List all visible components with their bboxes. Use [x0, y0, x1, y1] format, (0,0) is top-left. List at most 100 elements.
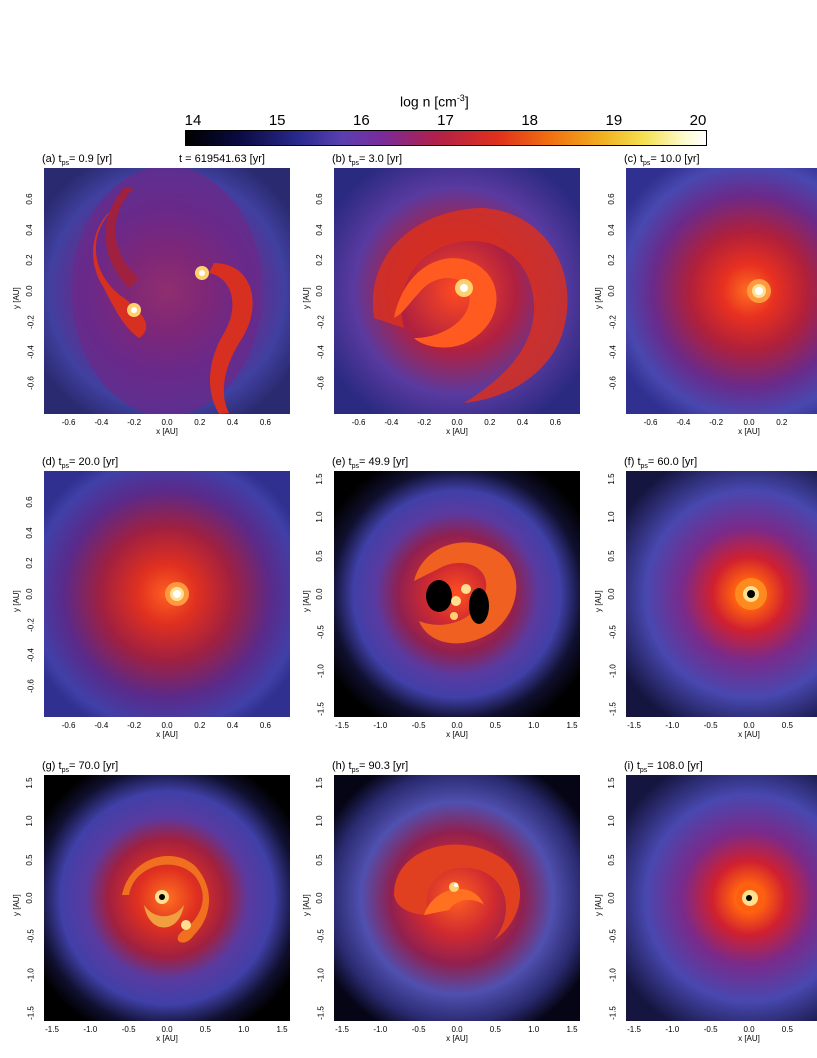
y-tick-label: 0.4	[25, 224, 35, 236]
x-tick-label: -0.6	[643, 418, 658, 427]
x-tick-label: -0.5	[411, 1025, 426, 1034]
density-structures	[736, 884, 764, 912]
x-tick-label: 0.2	[194, 418, 206, 427]
y-tick-label: 0.0	[607, 892, 617, 904]
y-tick-label: 0.0	[25, 588, 35, 600]
x-axis-label: x [AU]	[156, 730, 178, 739]
x-tick-label: 1.5	[276, 1025, 288, 1034]
x-tick-label: 0.0	[451, 418, 463, 427]
density-structures	[122, 856, 209, 943]
density-structures	[72, 168, 262, 414]
x-tick-label: -1.5	[627, 721, 641, 730]
y-tick-label: -0.4	[316, 345, 326, 360]
y-axis-label: y [AU]	[12, 590, 21, 612]
density-map	[44, 775, 290, 1021]
x-tick-label: -1.0	[665, 721, 680, 730]
x-tick-label: 0.6	[259, 721, 271, 730]
x-tick-label: -0.5	[703, 721, 718, 730]
density-map-panel	[44, 471, 290, 717]
y-tick-label: -0.2	[26, 617, 36, 632]
x-tick-label: 0.0	[161, 721, 173, 730]
density-structures	[414, 542, 517, 644]
x-tick-label: 0.5	[781, 1025, 793, 1034]
y-axis-label: y [AU]	[594, 590, 603, 612]
y-tick-label: -0.2	[316, 314, 326, 329]
x-tick-label: -1.0	[665, 1025, 680, 1034]
y-tick-label: 0.4	[607, 224, 617, 236]
density-map-panel	[334, 471, 580, 717]
x-tick-label: 1.0	[528, 1025, 540, 1034]
y-tick-label: -0.4	[608, 345, 618, 360]
y-tick-label: -1.5	[26, 1006, 36, 1020]
x-tick-label: 0.5	[199, 1025, 211, 1034]
panel-title: (c) tps= 10.0 [yr]	[624, 153, 700, 168]
x-tick-label: -0.5	[411, 721, 426, 730]
y-tick-label: -0.6	[608, 376, 618, 390]
x-tick-label: -0.5	[703, 1025, 718, 1034]
y-tick-label: 0.0	[25, 285, 35, 297]
panel-title: (i) tps= 108.0 [yr]	[624, 760, 703, 775]
density-map-panel	[44, 775, 290, 1021]
y-tick-label: 0.2	[25, 557, 35, 569]
x-tick-label: -0.4	[94, 721, 109, 730]
y-tick-label: 1.5	[315, 473, 325, 485]
x-tick-label: 0.0	[451, 721, 463, 730]
x-tick-label: 0.5	[781, 721, 793, 730]
density-map	[626, 775, 817, 1021]
density-map-panel	[626, 471, 817, 717]
x-tick-label: -0.4	[384, 418, 399, 427]
panel-title: (a) tps= 0.9 [yr]	[42, 153, 113, 168]
y-tick-label: -1.0	[26, 967, 36, 982]
x-tick-label: -0.2	[127, 418, 142, 427]
density-field	[626, 775, 817, 1021]
y-tick-label: -0.2	[26, 314, 36, 329]
y-axis-label: y [AU]	[302, 287, 311, 309]
x-tick-label: 0.0	[743, 721, 755, 730]
density-map	[44, 471, 290, 717]
y-tick-label: 0.5	[315, 550, 325, 562]
y-tick-label: 0.6	[315, 193, 325, 205]
x-tick-label: -0.2	[709, 418, 724, 427]
density-map	[334, 775, 580, 1021]
y-axis-label: y [AU]	[594, 894, 603, 916]
colorbar-tick: 20	[689, 112, 707, 129]
panel-time: t = 619541.63 [yr]	[179, 153, 265, 165]
x-tick-label: 1.5	[566, 1025, 578, 1034]
y-tick-label: -1.5	[316, 1006, 326, 1020]
y-tick-label: -0.4	[26, 648, 36, 663]
x-tick-label: -1.0	[373, 1025, 388, 1034]
colorbar-tick: 17	[437, 112, 454, 129]
y-tick-label: -1.0	[316, 967, 326, 982]
x-tick-label: 0.5	[489, 721, 501, 730]
x-tick-label: -0.5	[121, 1025, 136, 1034]
y-tick-label: 0.6	[25, 193, 35, 205]
colorbar-tick: 19	[605, 112, 623, 129]
y-tick-label: -0.5	[608, 625, 618, 640]
y-tick-label: 0.4	[25, 527, 35, 539]
panel-title: (h) tps= 90.3 [yr]	[332, 760, 409, 775]
y-tick-label: 0.2	[25, 254, 35, 266]
y-tick-label: -1.0	[608, 663, 618, 678]
x-tick-label: 0.0	[743, 1025, 755, 1034]
x-axis-label: x [AU]	[156, 427, 178, 436]
x-tick-label: -0.2	[417, 418, 432, 427]
y-tick-label: 0.0	[607, 285, 617, 297]
panel-title: (d) tps= 20.0 [yr]	[42, 456, 119, 471]
y-tick-label: -1.5	[608, 702, 618, 716]
y-tick-label: 1.5	[607, 473, 617, 485]
x-tick-label: 0.6	[259, 418, 271, 427]
y-axis-label: y [AU]	[12, 287, 21, 309]
density-map-panel	[334, 775, 580, 1021]
x-tick-label: -1.5	[45, 1025, 59, 1034]
x-tick-label: 0.0	[451, 1025, 463, 1034]
x-tick-label: 1.0	[238, 1025, 250, 1034]
x-tick-label: -0.6	[61, 721, 76, 730]
y-tick-label: 0.2	[315, 254, 325, 266]
y-axis-label: y [AU]	[594, 287, 603, 309]
density-structures	[735, 578, 767, 610]
y-tick-label: 0.5	[315, 854, 325, 866]
y-tick-label: 1.0	[315, 815, 325, 827]
y-tick-label: 0.2	[607, 254, 617, 266]
colorbar-tick: 15	[268, 112, 286, 129]
density-structures	[394, 844, 521, 940]
